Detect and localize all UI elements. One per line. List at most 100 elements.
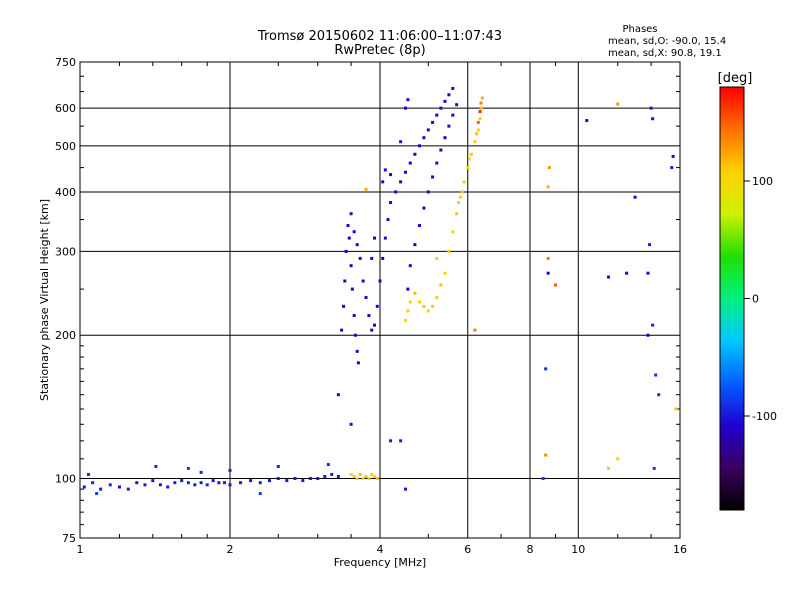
data-point bbox=[344, 249, 348, 253]
data-point bbox=[381, 180, 385, 184]
data-point bbox=[403, 318, 407, 322]
data-point bbox=[422, 136, 426, 140]
data-point bbox=[657, 393, 661, 397]
y-axis-label: Stationary phase Virtual Height [km] bbox=[38, 199, 51, 401]
data-point bbox=[223, 481, 227, 485]
data-point bbox=[646, 333, 650, 337]
data-point bbox=[285, 479, 289, 483]
data-point bbox=[355, 477, 359, 481]
y-tick-label: 750 bbox=[55, 56, 76, 69]
data-point bbox=[373, 236, 377, 240]
data-point bbox=[431, 304, 435, 308]
data-point bbox=[648, 243, 652, 247]
data-point bbox=[417, 224, 421, 228]
data-point bbox=[476, 128, 480, 132]
data-point bbox=[439, 148, 443, 152]
data-point bbox=[651, 117, 655, 121]
data-point bbox=[370, 328, 374, 332]
data-point bbox=[361, 477, 365, 481]
data-point bbox=[473, 328, 477, 332]
colorbar-ticks: 100 0 -100 bbox=[744, 175, 777, 423]
data-point bbox=[239, 481, 243, 485]
data-point bbox=[455, 212, 459, 216]
data-point bbox=[352, 474, 356, 478]
data-point bbox=[417, 300, 421, 304]
data-point bbox=[406, 309, 410, 313]
data-point bbox=[249, 479, 253, 483]
data-point bbox=[458, 195, 462, 199]
data-point bbox=[383, 168, 387, 172]
data-point bbox=[480, 96, 484, 100]
data-point bbox=[386, 218, 390, 222]
data-point bbox=[364, 474, 368, 478]
data-point bbox=[86, 472, 90, 476]
data-point bbox=[475, 132, 479, 136]
data-point bbox=[422, 206, 426, 210]
data-point bbox=[546, 271, 550, 275]
data-point bbox=[443, 271, 447, 275]
data-point bbox=[426, 309, 430, 313]
data-point bbox=[323, 474, 327, 478]
colorbar: [deg] 100 0 -100 bbox=[718, 71, 777, 511]
data-point bbox=[326, 463, 330, 467]
data-point bbox=[135, 481, 139, 485]
data-point bbox=[607, 466, 611, 470]
data-point bbox=[451, 230, 455, 234]
data-point bbox=[435, 296, 439, 300]
data-point bbox=[199, 470, 203, 474]
data-point bbox=[455, 103, 459, 107]
plot-frame bbox=[79, 61, 681, 539]
data-point bbox=[544, 453, 548, 457]
x-tick-label: 4 bbox=[377, 543, 384, 556]
data-point bbox=[435, 256, 439, 260]
data-point bbox=[431, 120, 435, 124]
data-point bbox=[646, 271, 650, 275]
data-point bbox=[651, 323, 655, 327]
data-point bbox=[316, 477, 320, 481]
data-point bbox=[443, 99, 447, 103]
data-point bbox=[389, 173, 393, 177]
data-point bbox=[228, 483, 232, 487]
data-point bbox=[355, 349, 359, 353]
data-point bbox=[479, 101, 483, 105]
data-point bbox=[670, 166, 674, 170]
data-point bbox=[451, 86, 455, 90]
data-point bbox=[547, 166, 551, 170]
data-point bbox=[378, 279, 382, 283]
data-point bbox=[258, 492, 262, 496]
data-point bbox=[205, 483, 209, 487]
y-tick-label: 100 bbox=[55, 473, 76, 486]
data-point bbox=[349, 264, 353, 268]
data-point bbox=[330, 472, 334, 476]
data-point bbox=[447, 124, 451, 128]
data-point bbox=[375, 304, 379, 308]
y-tick-labels: 75 100 200 300 400 500 600 750 bbox=[55, 56, 76, 545]
data-point bbox=[276, 464, 280, 468]
data-point bbox=[193, 483, 197, 487]
x-tick-label: 2 bbox=[227, 543, 234, 556]
colorbar-tick-label: 0 bbox=[752, 293, 759, 306]
data-point bbox=[373, 323, 377, 327]
x-tick-label: 8 bbox=[527, 543, 534, 556]
data-point bbox=[367, 314, 371, 318]
data-point bbox=[375, 477, 379, 481]
data-point bbox=[413, 243, 417, 247]
data-point bbox=[439, 283, 443, 287]
data-point bbox=[457, 201, 461, 205]
data-point bbox=[480, 106, 484, 110]
colorbar-label: [deg] bbox=[718, 71, 753, 86]
x-tick-label: 1 bbox=[77, 543, 84, 556]
data-point bbox=[469, 152, 473, 156]
data-point bbox=[367, 477, 371, 481]
data-point bbox=[389, 439, 393, 443]
phase-info-heading: Phases bbox=[622, 24, 657, 35]
data-point bbox=[308, 477, 312, 481]
data-point bbox=[462, 180, 466, 184]
data-point bbox=[158, 483, 162, 487]
data-point bbox=[399, 439, 403, 443]
data-point bbox=[674, 407, 678, 411]
data-point bbox=[447, 93, 451, 97]
data-point bbox=[352, 314, 356, 318]
chart-title: Tromsø 20150602 11:06:00–11:07:43 bbox=[257, 29, 502, 44]
